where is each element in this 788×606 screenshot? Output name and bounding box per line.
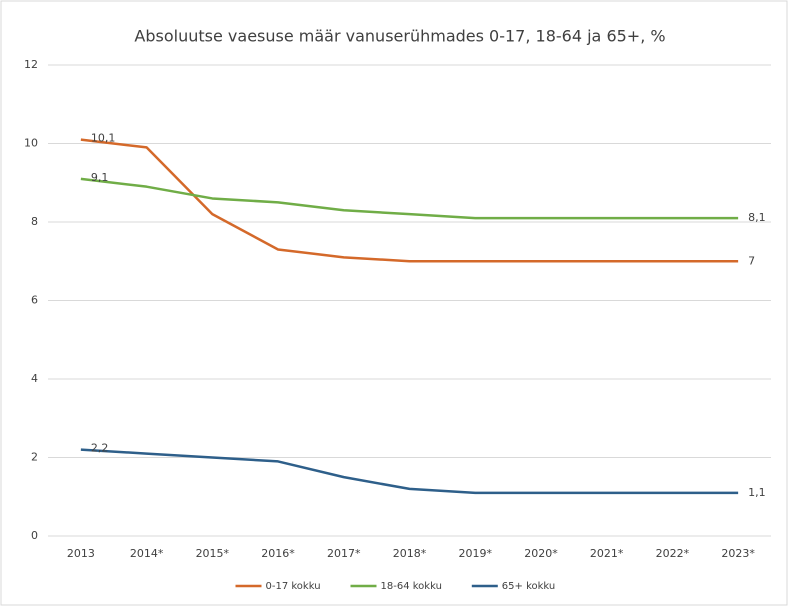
y-tick-label: 12	[24, 58, 38, 71]
data-label: 9,1	[91, 171, 109, 184]
chart-title: Absoluutse vaesuse määr vanuserühmades 0…	[134, 27, 665, 46]
y-tick-label: 2	[31, 451, 38, 464]
x-tick-label: 2014*	[130, 547, 164, 560]
x-tick-label: 2023*	[721, 547, 755, 560]
x-tick-label: 2017*	[327, 547, 361, 560]
legend-label: 0-17 kokku	[266, 581, 321, 592]
legend-label: 65+ kokku	[502, 581, 555, 592]
x-tick-label: 2019*	[458, 547, 492, 560]
x-tick-label: 2016*	[261, 547, 295, 560]
data-label: 7	[748, 254, 755, 267]
data-label: 10,1	[91, 132, 116, 145]
y-tick-label: 8	[31, 215, 38, 228]
x-tick-label: 2018*	[393, 547, 427, 560]
series-line	[80, 448, 739, 495]
legend-label: 18-64 kokku	[381, 581, 442, 592]
y-tick-label: 4	[31, 372, 38, 385]
y-tick-label: 10	[24, 137, 38, 150]
data-label: 8,1	[748, 211, 766, 224]
x-tick-label: 2021*	[590, 547, 624, 560]
x-tick-label: 2013	[67, 547, 95, 560]
y-tick-label: 0	[31, 529, 38, 542]
data-label: 2,2	[91, 442, 109, 455]
x-tick-label: 2015*	[196, 547, 230, 560]
series-line	[80, 177, 739, 220]
x-tick-label: 2020*	[524, 547, 558, 560]
y-tick-label: 6	[31, 294, 38, 307]
data-label: 1,1	[748, 486, 766, 499]
x-tick-label: 2022*	[656, 547, 690, 560]
series-line	[80, 138, 739, 263]
